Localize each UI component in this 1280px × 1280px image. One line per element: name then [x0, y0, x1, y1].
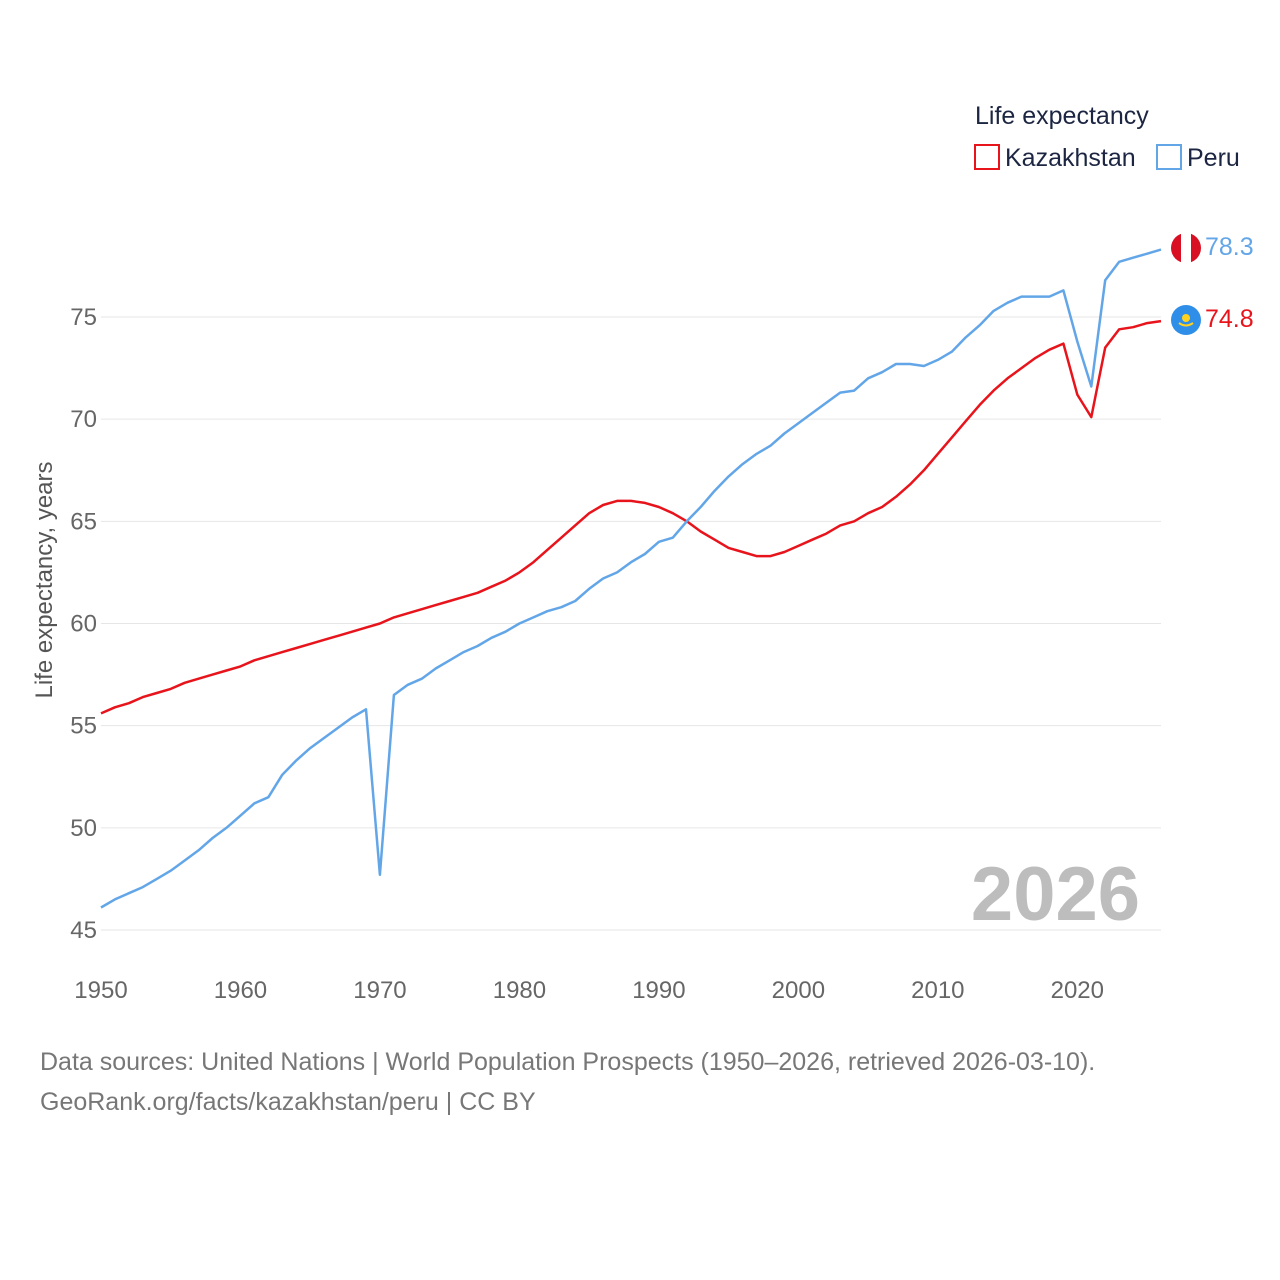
- series-line-kazakhstan[interactable]: [100, 319, 1162, 715]
- peru-end-marker: 78.3: [1171, 233, 1254, 263]
- series-lines: [100, 248, 1162, 909]
- x-tick-label: 1970: [353, 977, 406, 1004]
- x-axis-ticks: 1950 1960 1970 1980 1990 2000 2010 2020: [74, 977, 1104, 1004]
- kazakhstan-end-value: 74.8: [1205, 305, 1254, 333]
- y-tick-label: 60: [70, 611, 97, 638]
- legend-title: Life expectancy: [975, 102, 1149, 130]
- kazakhstan-end-marker: 74.8: [1171, 305, 1254, 335]
- legend-label-kazakhstan[interactable]: Kazakhstan: [1005, 144, 1136, 172]
- x-tick-label: 1980: [493, 977, 546, 1004]
- legend-swatch-kazakhstan[interactable]: [974, 144, 1000, 170]
- y-tick-label: 75: [70, 304, 97, 331]
- x-tick-label: 2020: [1051, 977, 1104, 1004]
- source-note: Data sources: United Nations | World Pop…: [40, 1042, 1095, 1122]
- x-tick-label: 1960: [214, 977, 267, 1004]
- y-tick-label: 45: [70, 917, 97, 944]
- source-line-2[interactable]: GeoRank.org/facts/kazakhstan/peru | CC B…: [40, 1088, 536, 1116]
- gridlines: [101, 316, 1161, 931]
- line-chart: 45 50 55 60 65 70 75 1950 1960 1970 1980 1990 2000 2…: [31, 102, 1254, 1004]
- y-tick-label: 65: [70, 508, 97, 535]
- source-line-1: Data sources: United Nations | World Pop…: [40, 1048, 1096, 1076]
- y-axis-ticks: 45 50 55 60 65 70 75: [70, 304, 97, 944]
- y-tick-label: 55: [70, 713, 97, 740]
- peru-flag-icon: [1171, 233, 1201, 263]
- legend: Life expectancy Kazakhstan Peru: [974, 102, 1240, 172]
- kazakhstan-flag-icon: [1171, 305, 1201, 335]
- y-tick-label: 50: [70, 815, 97, 842]
- year-watermark: 2026: [971, 852, 1140, 937]
- legend-swatch-peru[interactable]: [1156, 144, 1182, 170]
- x-tick-label: 2000: [772, 977, 825, 1004]
- legend-label-peru[interactable]: Peru: [1187, 144, 1240, 172]
- series-line-peru[interactable]: [100, 248, 1162, 909]
- x-tick-label: 1990: [632, 977, 685, 1004]
- y-axis-label: Life expectancy, years: [31, 461, 58, 698]
- x-tick-label: 2010: [911, 977, 964, 1004]
- y-tick-label: 70: [70, 406, 97, 433]
- peru-end-value: 78.3: [1205, 233, 1254, 261]
- x-tick-label: 1950: [74, 977, 127, 1004]
